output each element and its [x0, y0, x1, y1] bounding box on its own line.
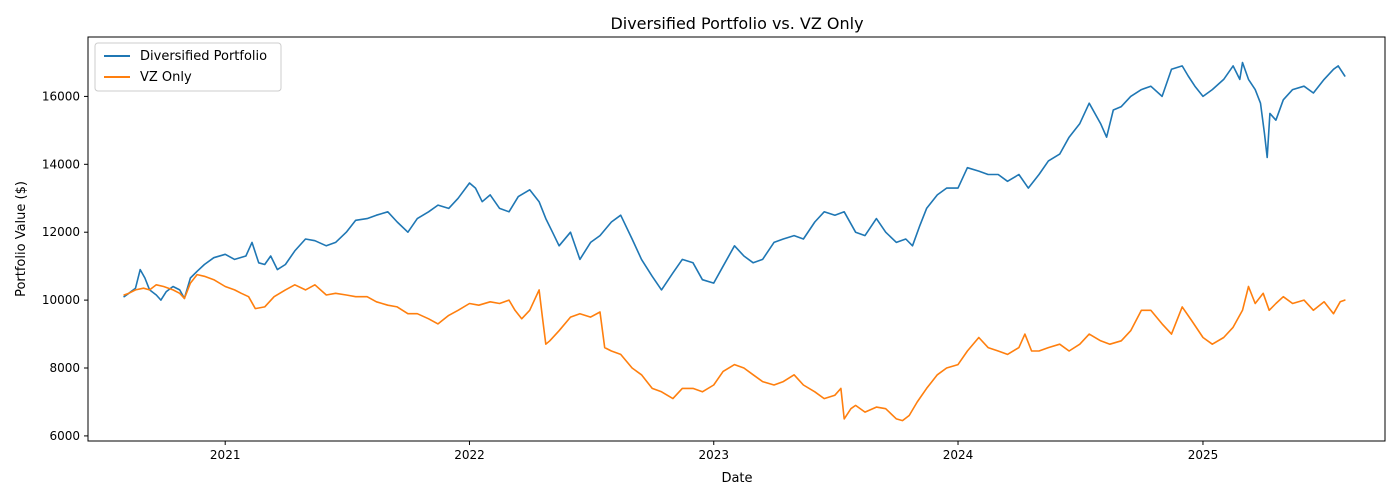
x-tick-label: 2023	[698, 448, 729, 462]
y-tick-label: 10000	[42, 293, 80, 307]
legend-label: Diversified Portfolio	[140, 49, 267, 64]
y-tick-label: 14000	[42, 157, 80, 171]
series-layer	[123, 61, 1346, 422]
plot-area	[87, 36, 1386, 442]
x-tick-label: 2025	[1188, 448, 1219, 462]
y-axis: 6000 8000 10000 12000 14000 16000	[42, 89, 88, 443]
legend-label: VZ Only	[140, 70, 192, 85]
x-tick-label: 2021	[210, 448, 241, 462]
x-axis-label: Date	[721, 471, 752, 486]
series-line-diversified-portfolio	[123, 61, 1346, 301]
plot-frame	[87, 36, 1386, 442]
chart-title: Diversified Portfolio vs. VZ Only	[610, 14, 863, 33]
x-tick-label: 2022	[454, 448, 485, 462]
x-tick-label: 2024	[943, 448, 974, 462]
legend: Diversified Portfolio VZ Only	[94, 42, 282, 92]
y-tick-label: 8000	[49, 361, 80, 375]
x-axis: 2021 2022 2023 2024 2025	[210, 441, 1218, 462]
y-tick-label: 6000	[49, 429, 80, 443]
y-axis-label: Portfolio Value ($)	[14, 181, 29, 297]
y-tick-label: 16000	[42, 89, 80, 103]
y-tick-label: 12000	[42, 225, 80, 239]
series-line-vz-only	[123, 273, 1346, 422]
legend-box	[94, 42, 282, 92]
